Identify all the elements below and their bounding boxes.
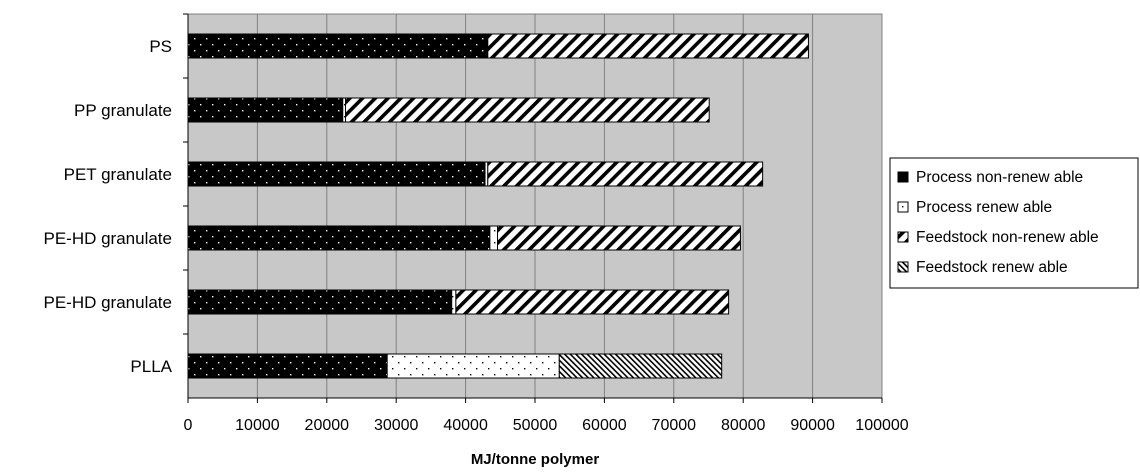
bar-segment-feedstock-non-renew-able [497, 225, 741, 251]
x-tick-label: 90000 [790, 417, 835, 434]
bars [187, 33, 809, 379]
legend-swatch [897, 261, 909, 273]
bar-segment-process-non-renew-able [187, 161, 486, 187]
bar-segment-process-non-renew-able [187, 289, 453, 315]
x-tick-label: 70000 [652, 417, 697, 434]
x-tick-label: 10000 [235, 417, 280, 434]
category-label: PET granulate [64, 165, 172, 184]
bar-segment-process-non-renew-able [187, 33, 489, 59]
x-tick-label: 30000 [374, 417, 419, 434]
x-axis-title: MJ/tonne polymer [471, 451, 600, 468]
x-tick-label: 60000 [582, 417, 627, 434]
category-label: PS [149, 37, 172, 56]
x-tick-label: 40000 [443, 417, 488, 434]
bar-segment-process-renew-able [489, 225, 499, 251]
legend-box [889, 157, 1139, 289]
bar-segment-feedstock-non-renew-able [487, 161, 764, 187]
legend-label: Process renew able [916, 199, 1052, 216]
x-axis-ticks: 0 10000 20000 30000 40000 50000 60000 70000 8000… [184, 398, 909, 434]
bar-segment-process-non-renew-able [187, 97, 344, 123]
category-label: PLLA [130, 357, 172, 376]
legend: Process non-renew able Process renew able… [889, 157, 1139, 289]
category-labels: PS PP granulate PET granulate PE-HD granula… [43, 13, 188, 376]
category-label: PE-HD granulate [43, 293, 172, 312]
bar-segment-feedstock-renew-able [558, 353, 723, 379]
x-tick-label: 100000 [855, 417, 908, 434]
bar-segment-feedstock-non-renew-able [345, 97, 710, 123]
legend-label: Process non-renew able [916, 169, 1083, 186]
legend-label: Feedstock non-renew able [916, 229, 1099, 246]
bar-segment-feedstock-non-renew-able [487, 33, 809, 59]
bar-segment-process-non-renew-able [187, 353, 388, 379]
legend-swatch [897, 231, 909, 243]
legend-label: Feedstock renew able [916, 259, 1068, 276]
x-tick-label: 80000 [721, 417, 766, 434]
category-label: PP granulate [74, 101, 172, 120]
bar-segment-process-renew-able [386, 353, 560, 379]
bar-segment-process-non-renew-able [187, 225, 491, 251]
legend-swatch [897, 201, 909, 213]
x-tick-label: 50000 [513, 417, 558, 434]
category-label: PE-HD granulate [43, 229, 172, 248]
bar-segment-process-renew-able [451, 289, 457, 315]
x-tick-label: 0 [184, 417, 193, 434]
x-tick-label: 20000 [305, 417, 350, 434]
bar-segment-feedstock-non-renew-able [455, 289, 730, 315]
legend-swatch [897, 171, 909, 183]
